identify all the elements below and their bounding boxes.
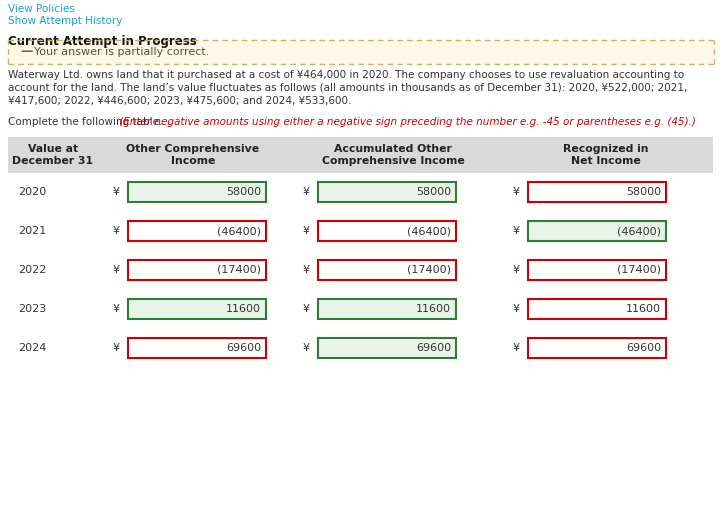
Text: ¥: ¥ — [113, 226, 120, 236]
Text: (46400): (46400) — [407, 226, 451, 236]
FancyBboxPatch shape — [128, 299, 266, 319]
Text: 58000: 58000 — [226, 187, 261, 197]
Text: (17400): (17400) — [217, 265, 261, 275]
FancyBboxPatch shape — [128, 260, 266, 280]
Text: ¥: ¥ — [303, 226, 310, 236]
Text: 2021: 2021 — [18, 226, 46, 236]
Text: (17400): (17400) — [407, 265, 451, 275]
FancyBboxPatch shape — [528, 221, 666, 241]
Text: Your answer is partially correct.: Your answer is partially correct. — [34, 47, 209, 57]
Text: 2020: 2020 — [18, 187, 46, 197]
Text: 2023: 2023 — [18, 304, 46, 314]
Text: ¥: ¥ — [513, 343, 520, 353]
Text: ¥: ¥ — [113, 187, 120, 197]
Text: ¥: ¥ — [113, 265, 120, 275]
FancyBboxPatch shape — [528, 338, 666, 358]
Text: (46400): (46400) — [217, 226, 261, 236]
Text: 69600: 69600 — [626, 343, 661, 353]
Text: View Policies: View Policies — [8, 4, 75, 14]
FancyBboxPatch shape — [318, 221, 456, 241]
Text: Current Attempt in Progress: Current Attempt in Progress — [8, 35, 197, 48]
FancyBboxPatch shape — [318, 260, 456, 280]
Text: account for the land. The land’s value fluctuates as follows (all amounts in tho: account for the land. The land’s value f… — [8, 83, 687, 93]
FancyBboxPatch shape — [128, 182, 266, 202]
Text: ¥: ¥ — [303, 187, 310, 197]
Text: Value at
December 31: Value at December 31 — [12, 144, 94, 166]
FancyBboxPatch shape — [318, 182, 456, 202]
Text: —: — — [20, 46, 32, 58]
FancyBboxPatch shape — [8, 40, 714, 64]
Text: Recognized in
Net Income: Recognized in Net Income — [562, 144, 648, 166]
Text: 58000: 58000 — [626, 187, 661, 197]
Text: Waterway Ltd. owns land that it purchased at a cost of ¥464,000 in 2020. The com: Waterway Ltd. owns land that it purchase… — [8, 70, 684, 80]
Text: ¥: ¥ — [303, 265, 310, 275]
FancyBboxPatch shape — [318, 299, 456, 319]
Text: 11600: 11600 — [226, 304, 261, 314]
Text: Other Comprehensive
Income: Other Comprehensive Income — [126, 144, 260, 166]
Text: ¥417,600; 2022, ¥446,600; 2023, ¥475,600; and 2024, ¥533,600.: ¥417,600; 2022, ¥446,600; 2023, ¥475,600… — [8, 96, 352, 106]
Text: ¥: ¥ — [303, 343, 310, 353]
FancyBboxPatch shape — [318, 338, 456, 358]
Text: (17400): (17400) — [617, 265, 661, 275]
Text: ¥: ¥ — [113, 343, 120, 353]
Text: ¥: ¥ — [113, 304, 120, 314]
Text: (Enter negative amounts using either a negative sign preceding the number e.g. -: (Enter negative amounts using either a n… — [116, 117, 696, 127]
FancyBboxPatch shape — [128, 338, 266, 358]
Text: ¥: ¥ — [513, 265, 520, 275]
FancyBboxPatch shape — [528, 182, 666, 202]
Text: 2022: 2022 — [18, 265, 46, 275]
Text: Show Attempt History: Show Attempt History — [8, 16, 122, 26]
Text: 58000: 58000 — [416, 187, 451, 197]
FancyBboxPatch shape — [528, 299, 666, 319]
Text: 69600: 69600 — [226, 343, 261, 353]
Text: 11600: 11600 — [416, 304, 451, 314]
Text: 2024: 2024 — [18, 343, 46, 353]
Text: 69600: 69600 — [416, 343, 451, 353]
Text: 11600: 11600 — [626, 304, 661, 314]
Text: Accumulated Other
Comprehensive Income: Accumulated Other Comprehensive Income — [321, 144, 464, 166]
Text: ¥: ¥ — [513, 226, 520, 236]
Text: ¥: ¥ — [513, 304, 520, 314]
Text: ¥: ¥ — [303, 304, 310, 314]
FancyBboxPatch shape — [128, 221, 266, 241]
Text: (46400): (46400) — [617, 226, 661, 236]
Text: ¥: ¥ — [513, 187, 520, 197]
Text: Complete the following table.: Complete the following table. — [8, 117, 162, 127]
FancyBboxPatch shape — [8, 137, 713, 173]
FancyBboxPatch shape — [528, 260, 666, 280]
